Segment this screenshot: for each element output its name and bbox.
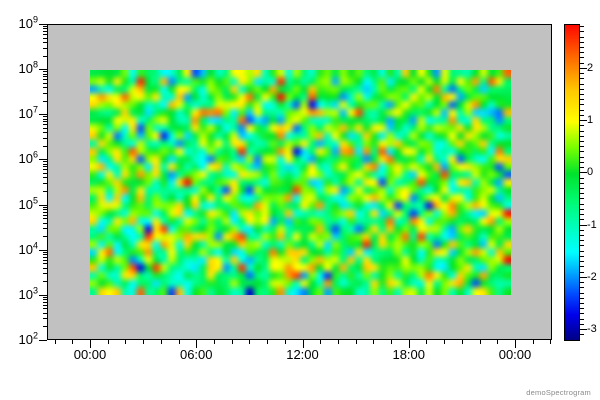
colorbar: [564, 24, 580, 341]
colorbar-tick-label: -3: [587, 323, 597, 336]
x-tick-label: 06:00: [179, 347, 213, 362]
spectrogram-heatmap: [90, 70, 511, 295]
y-tick-label: 105: [18, 195, 38, 212]
y-tick-label: 103: [18, 285, 38, 302]
colorbar-tick-label: -2: [587, 270, 597, 283]
x-tick-label: 00:00: [73, 347, 107, 362]
y-tick-label: 107: [18, 104, 38, 122]
y-tick-label: 102: [18, 330, 38, 347]
y-tick-label: 104: [18, 240, 38, 257]
x-tick-label: 18:00: [392, 347, 426, 362]
colorbar-tick-label: 2: [587, 61, 594, 74]
colorbar-tick-label: 0: [587, 166, 594, 179]
y-tick-label: 108: [18, 59, 38, 77]
x-tick-label: 00:00: [498, 347, 532, 362]
x-tick-label: 12:00: [286, 347, 319, 362]
colorbar-tick-label: -1: [587, 218, 597, 231]
y-tick-label: 106: [18, 150, 38, 167]
colorbar-tick-label: 1: [587, 114, 594, 127]
y-tick-label: 109: [18, 14, 38, 31]
watermark: demoSpectrogram: [526, 388, 591, 397]
